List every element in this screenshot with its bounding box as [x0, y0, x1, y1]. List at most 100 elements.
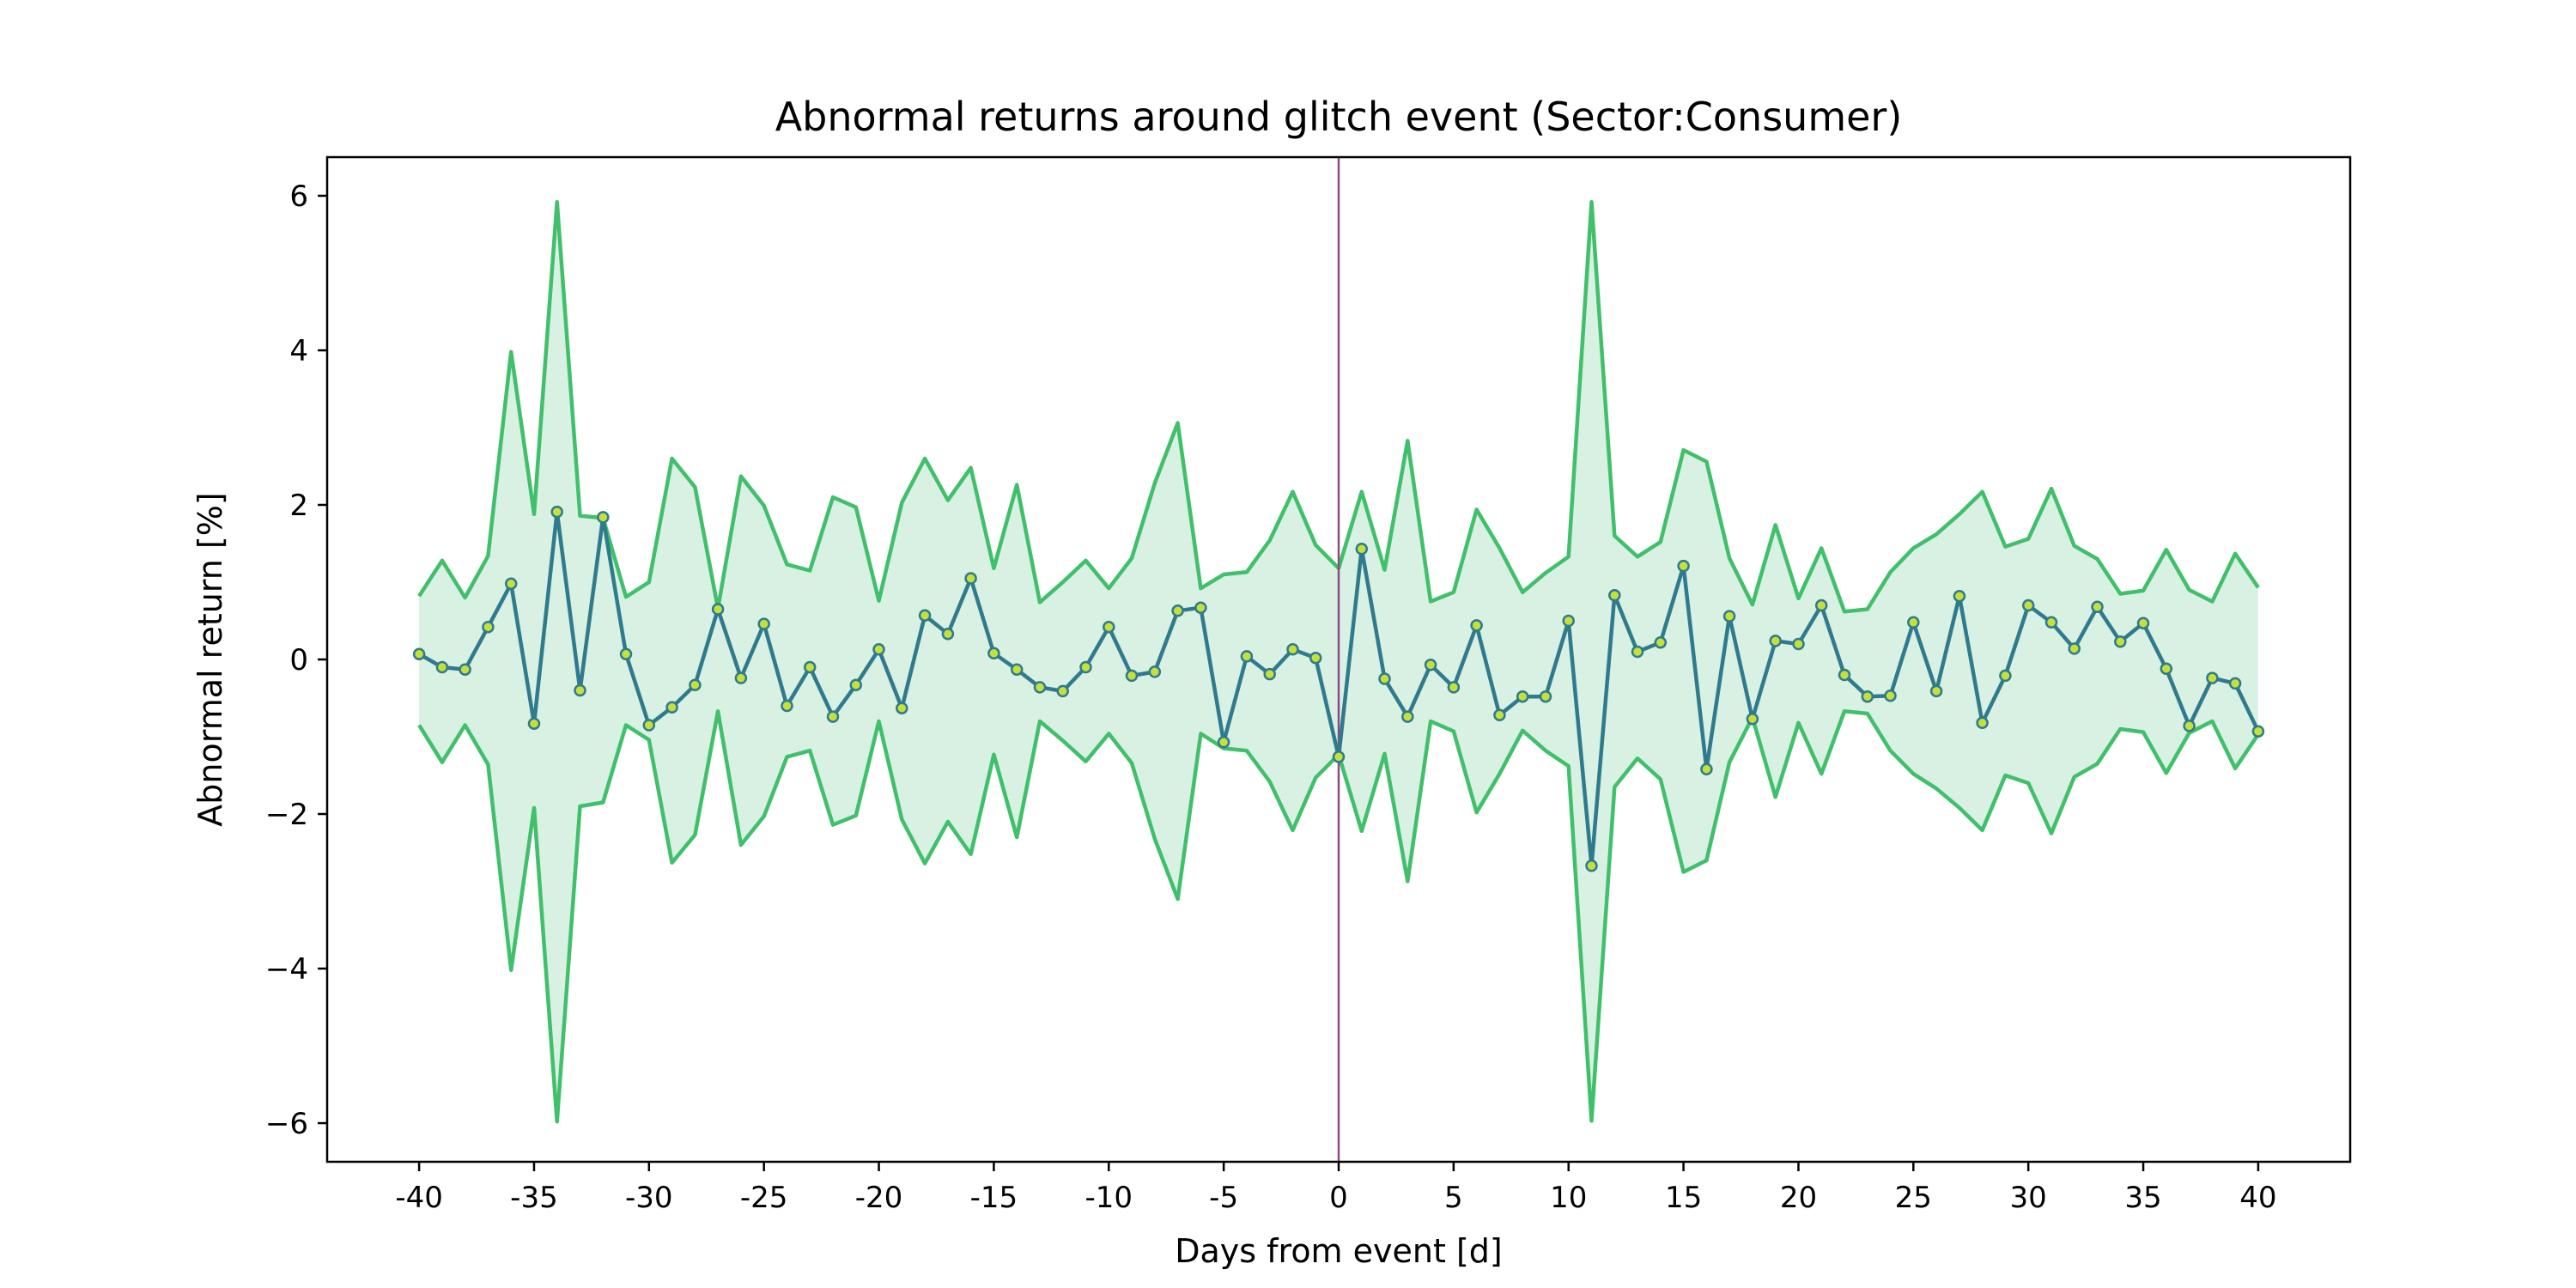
data-point [1539, 690, 1552, 703]
data-point [2206, 671, 2219, 684]
data-point [412, 647, 426, 660]
x-tick-label: 25 [1895, 1181, 1932, 1215]
data-point [1769, 635, 1782, 647]
data-point [527, 717, 541, 730]
data-point [711, 603, 725, 616]
x-tick-label: 30 [2010, 1181, 2047, 1215]
data-point [1263, 667, 1276, 681]
data-point [1929, 684, 1943, 698]
data-point [2114, 635, 2127, 648]
x-tick-label: -40 [395, 1181, 443, 1215]
data-point [1447, 681, 1461, 694]
data-point [1286, 643, 1299, 656]
data-point [1562, 614, 1575, 628]
y-axis: −6 −4 −2 0 2 4 6 [265, 179, 327, 1141]
data-point [1953, 589, 1966, 603]
data-point [826, 710, 840, 723]
data-point [1814, 598, 1828, 612]
x-tick-label: 5 [1444, 1181, 1463, 1215]
data-point [2044, 616, 2058, 629]
data-point [1722, 610, 1736, 623]
data-point [665, 701, 678, 714]
data-point [689, 678, 702, 691]
data-point [459, 663, 471, 676]
x-tick-label: 15 [1665, 1181, 1702, 1215]
data-point [1010, 663, 1024, 676]
data-point [872, 643, 885, 656]
y-tick-label: −4 [265, 952, 308, 987]
data-point [964, 572, 977, 585]
data-point [918, 609, 932, 622]
data-point [1792, 637, 1805, 651]
data-point [1746, 713, 1759, 726]
x-tick-label: -35 [510, 1181, 558, 1215]
data-point [550, 505, 563, 519]
data-point [1516, 690, 1529, 703]
x-tick-label: -25 [740, 1181, 788, 1215]
y-tick-label: 0 [289, 643, 308, 677]
data-point [1309, 651, 1322, 665]
data-point [1056, 684, 1069, 698]
data-point [757, 617, 770, 630]
y-axis-label: Abnormal return [%] [191, 492, 229, 826]
x-tick-label: 0 [1329, 1181, 1348, 1215]
x-tick-label: -15 [970, 1181, 1018, 1215]
data-point [1884, 690, 1897, 702]
data-point [1194, 601, 1207, 614]
data-point [1907, 616, 1920, 629]
data-point [435, 660, 449, 674]
data-point [1861, 690, 1874, 703]
data-point [1033, 681, 1047, 694]
data-point [2160, 662, 2173, 676]
x-tick-label: 10 [1550, 1181, 1587, 1215]
data-point [2183, 720, 2196, 732]
data-point [1401, 710, 1414, 723]
data-point [1148, 665, 1162, 678]
data-point [504, 577, 518, 591]
x-tick-label: 20 [1780, 1181, 1817, 1215]
data-point [849, 678, 863, 691]
x-tick-label: 35 [2124, 1181, 2161, 1215]
data-point [1125, 669, 1139, 683]
data-point [2091, 600, 2104, 614]
data-point [896, 702, 908, 714]
data-point [482, 620, 495, 634]
chart-title: Abnormal returns around glitch event (Se… [775, 94, 1903, 140]
data-point [1240, 650, 1254, 663]
data-point [734, 671, 748, 684]
data-point [2251, 725, 2265, 738]
data-point [1103, 620, 1115, 634]
data-point [803, 660, 817, 674]
data-point [1355, 543, 1369, 556]
x-tick-label: -20 [855, 1181, 903, 1215]
data-point [1217, 736, 1230, 749]
data-point [1608, 589, 1621, 602]
x-axis-label: Days from event [d] [1175, 1232, 1503, 1270]
data-point [619, 647, 633, 660]
data-point [1079, 660, 1092, 674]
data-point [1654, 635, 1668, 649]
data-point [1332, 750, 1346, 763]
data-point [1378, 672, 1391, 685]
data-point [1424, 659, 1437, 671]
data-point [2228, 677, 2242, 690]
y-tick-label: −2 [265, 798, 308, 832]
y-tick-label: −6 [265, 1107, 308, 1141]
y-tick-label: 2 [289, 489, 308, 523]
data-point [941, 628, 955, 641]
x-tick-label: 40 [2239, 1181, 2276, 1215]
data-point [987, 647, 1000, 660]
data-point [1999, 669, 2012, 683]
x-tick-label: -5 [1209, 1181, 1238, 1215]
plot-area [325, 155, 2352, 1163]
data-point [1838, 668, 1851, 682]
y-tick-label: 4 [289, 334, 308, 368]
data-point [1976, 716, 1989, 730]
x-tick-label: -10 [1084, 1181, 1133, 1215]
data-point [1631, 645, 1644, 659]
data-point [1171, 605, 1184, 617]
data-point [1700, 762, 1713, 776]
data-point [781, 699, 793, 713]
data-point [642, 719, 656, 732]
